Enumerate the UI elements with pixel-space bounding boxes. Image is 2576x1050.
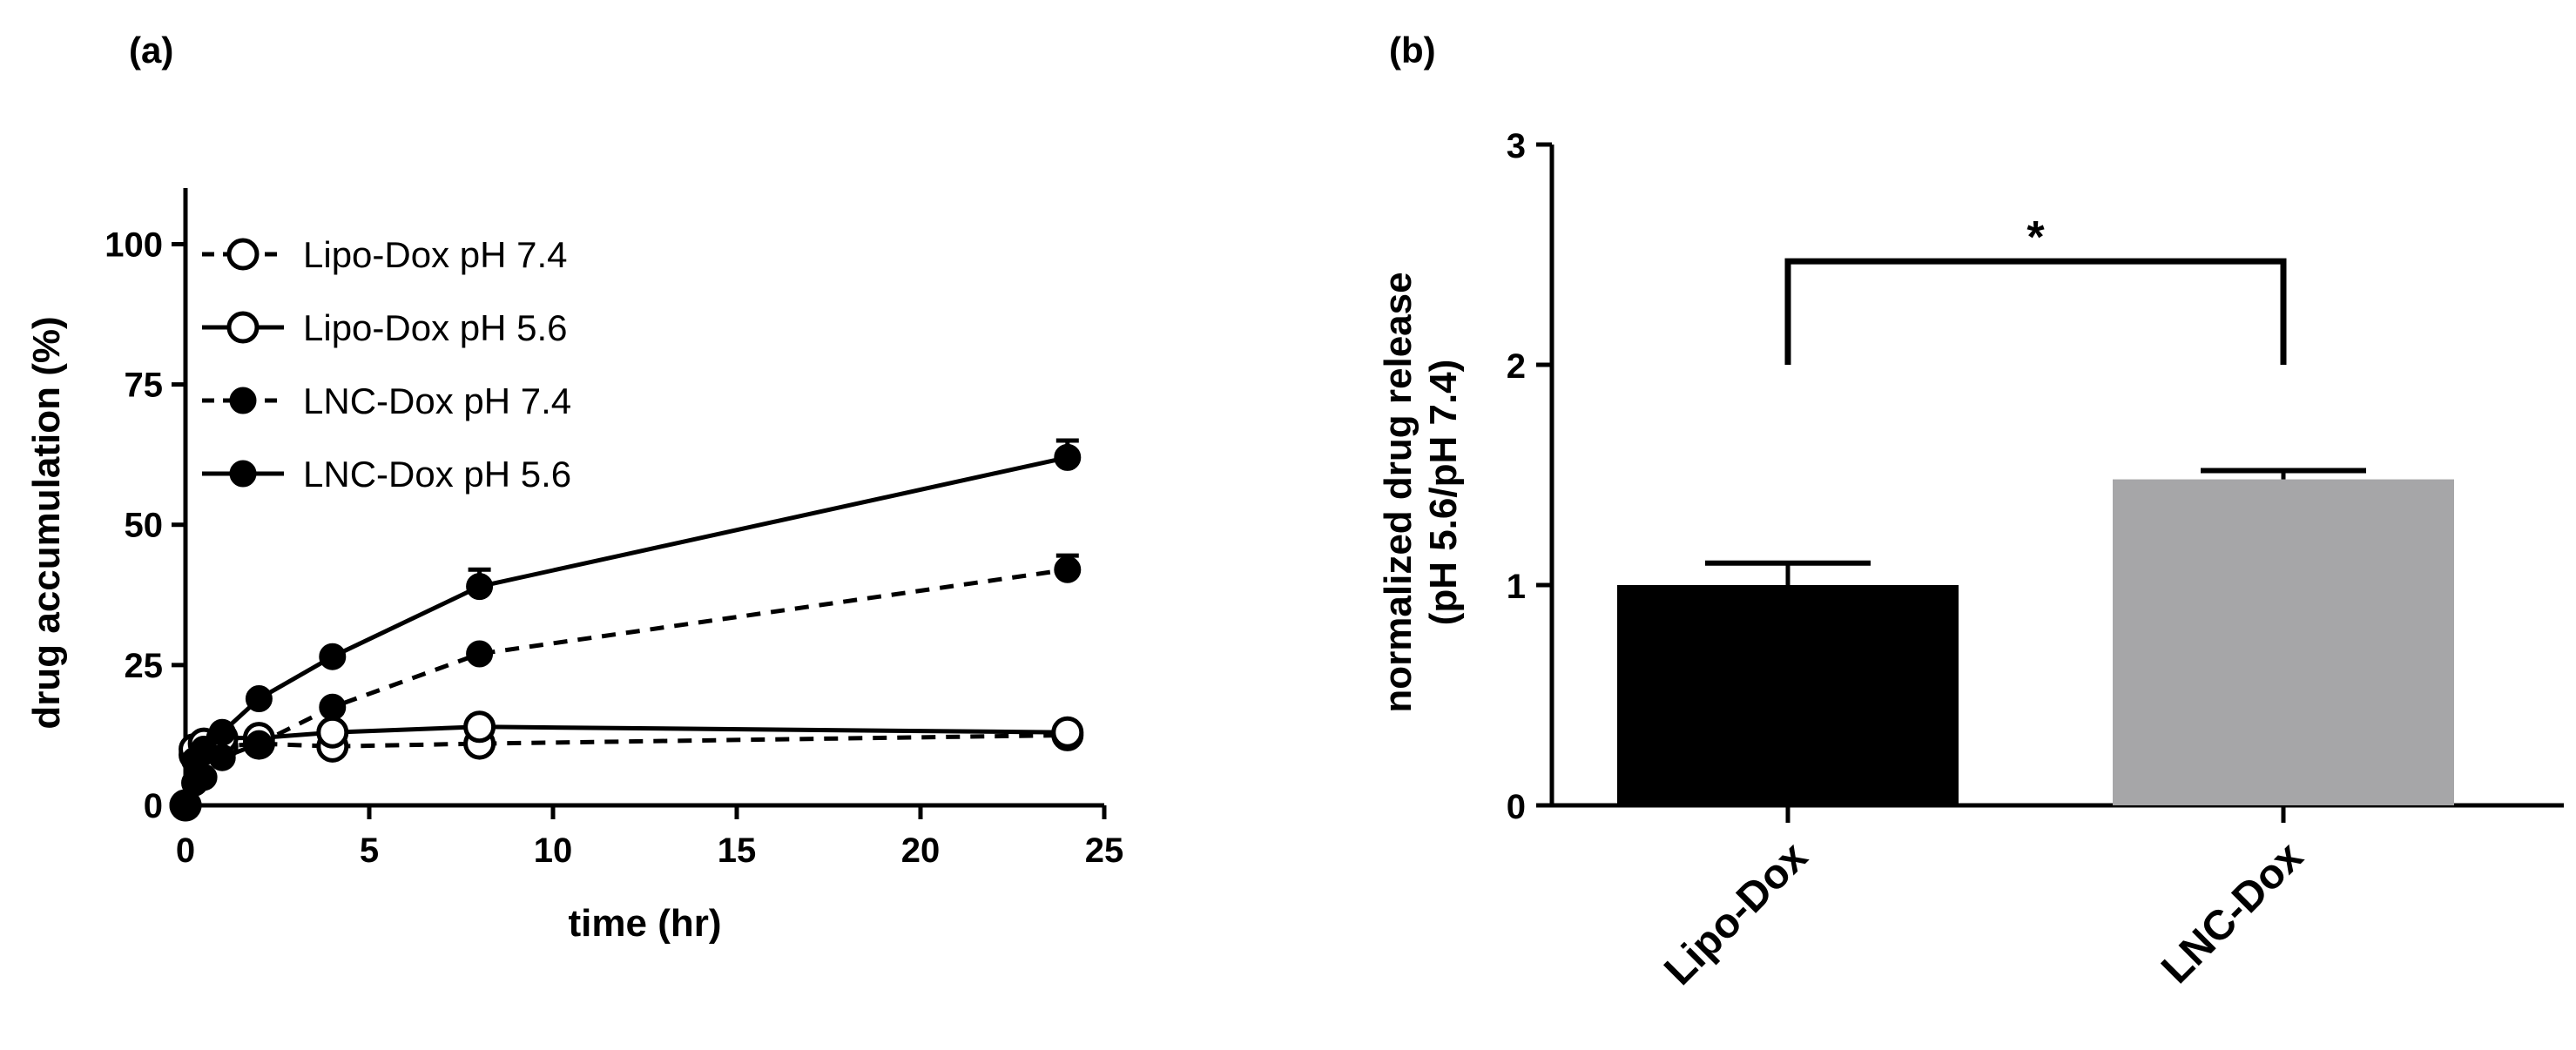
legend-label-0: Lipo-Dox pH 7.4 bbox=[303, 234, 568, 275]
data-point bbox=[463, 710, 496, 744]
data-point bbox=[208, 718, 236, 746]
legend-label-2: LNC-Dox pH 7.4 bbox=[303, 380, 571, 421]
x-tick-label: 10 bbox=[534, 831, 573, 870]
data-point bbox=[1054, 555, 1082, 583]
y-tick-label: 100 bbox=[105, 225, 163, 264]
data-point bbox=[1054, 443, 1082, 471]
data-point bbox=[1051, 716, 1084, 749]
y-tick-label: 25 bbox=[125, 647, 164, 685]
x-axis-title: time (hr) bbox=[569, 902, 722, 945]
data-point bbox=[245, 685, 273, 713]
data-point bbox=[190, 736, 218, 764]
data-point bbox=[245, 730, 273, 757]
y-tick-label: 2 bbox=[1507, 347, 1526, 386]
legend-label-3: LNC-Dox pH 5.6 bbox=[303, 454, 571, 495]
legend-marker-1 bbox=[226, 311, 260, 344]
data-point bbox=[172, 791, 199, 819]
category-label-lnc-dox: LNC-Dox bbox=[2153, 833, 2312, 993]
significance-star: * bbox=[2026, 212, 2045, 263]
x-tick-label: 5 bbox=[360, 831, 379, 870]
legend-label-1: Lipo-Dox pH 5.6 bbox=[303, 307, 568, 348]
data-point bbox=[319, 693, 347, 721]
category-label-lipo-dox: Lipo-Dox bbox=[1656, 833, 1817, 994]
y-axis-title: drug accumulation (%) bbox=[25, 316, 68, 729]
legend-marker-2 bbox=[229, 387, 257, 414]
y-tick-label: 0 bbox=[1507, 788, 1526, 826]
y-tick-label: 3 bbox=[1507, 127, 1526, 165]
significance-bracket bbox=[1784, 258, 2287, 365]
legend-marker-0 bbox=[226, 238, 260, 271]
x-tick-label: 15 bbox=[718, 831, 757, 870]
y-axis-title-line-0: normalized drug release bbox=[1377, 272, 1419, 712]
data-point bbox=[319, 643, 347, 670]
y-tick-label: 50 bbox=[125, 507, 164, 545]
y-tick-label: 75 bbox=[125, 367, 164, 405]
x-tick-label: 25 bbox=[1085, 831, 1124, 870]
bar-lnc-dox bbox=[2113, 479, 2454, 805]
panel-label-a: (a) bbox=[129, 30, 173, 71]
x-tick-label: 20 bbox=[901, 831, 941, 870]
panel-label-b: (b) bbox=[1389, 30, 1436, 71]
y-axis-title-line-1: (pH 5.6/pH 7.4) bbox=[1422, 360, 1465, 626]
data-point bbox=[466, 573, 494, 601]
y-tick-label: 0 bbox=[144, 787, 163, 825]
y-tick-label: 1 bbox=[1507, 568, 1526, 606]
data-point bbox=[466, 640, 494, 668]
legend-marker-3 bbox=[229, 460, 257, 488]
bar-lipo-dox bbox=[1617, 585, 1959, 805]
x-tick-label: 0 bbox=[176, 831, 195, 870]
